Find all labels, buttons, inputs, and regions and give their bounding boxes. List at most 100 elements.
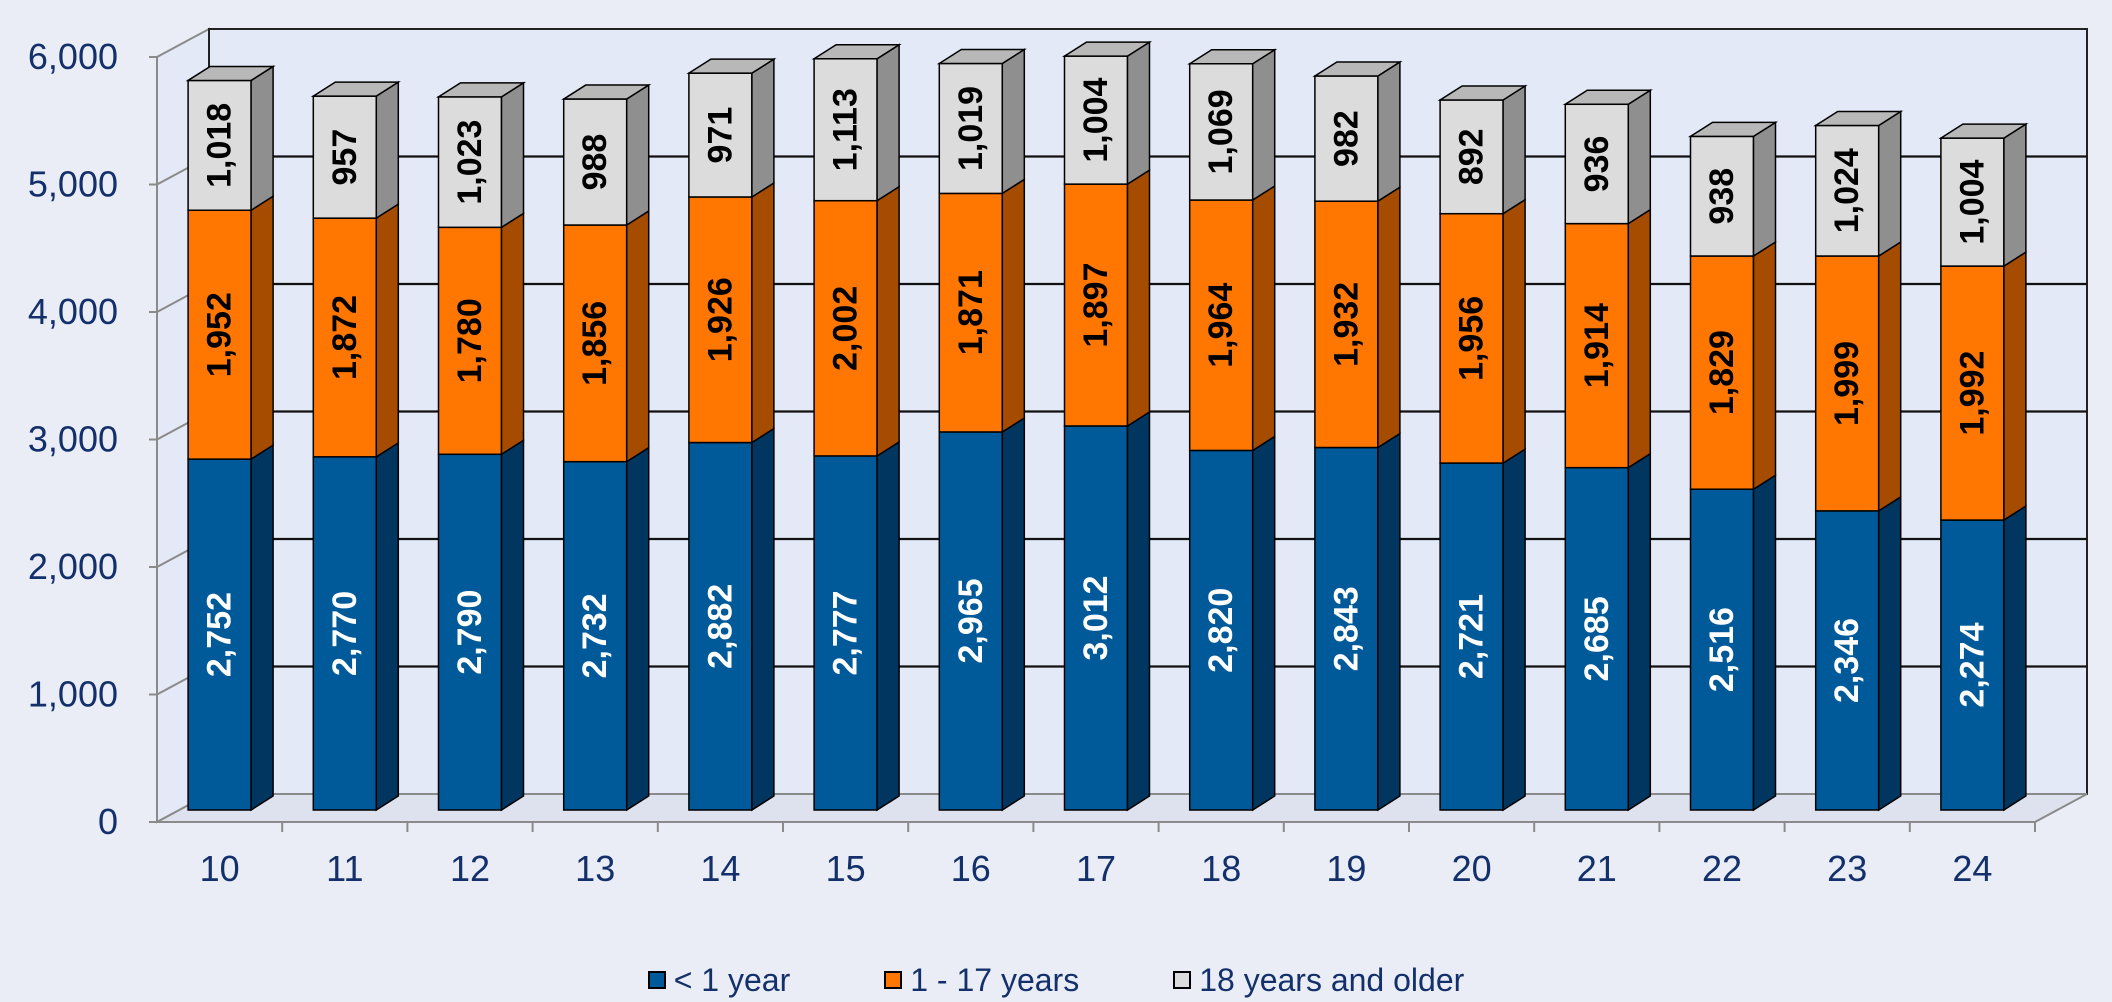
legend-label-under-1-year: < 1 year	[673, 961, 791, 998]
bar-segment	[562, 98, 628, 226]
data-label: 1,956	[1453, 296, 1491, 381]
bar-segment	[1940, 137, 2005, 267]
bar-side	[1126, 168, 1151, 428]
bar-top	[1312, 61, 1403, 77]
bar-side	[2003, 122, 2027, 268]
bar-top	[686, 58, 777, 74]
bar-segment	[1188, 199, 1254, 452]
data-label: 1,829	[1703, 330, 1741, 415]
bar-side	[375, 441, 400, 812]
bar-top	[1437, 85, 1528, 101]
data-label: 1,856	[576, 301, 614, 386]
data-label: 2,346	[1828, 618, 1866, 703]
x-tick-label: 18	[1201, 848, 1241, 889]
data-label: 936	[1578, 136, 1616, 193]
data-label: 1,999	[1828, 341, 1866, 426]
data-label: 3,012	[1077, 575, 1115, 660]
bar-side	[1251, 184, 1276, 452]
bar-side	[1877, 495, 1902, 812]
bar-segment	[562, 460, 628, 811]
bar-top	[811, 44, 902, 60]
data-label: 1,952	[201, 292, 239, 377]
bar-segment	[1188, 449, 1254, 811]
bar-segment	[813, 199, 878, 457]
bar-segment	[562, 224, 628, 463]
bar-side	[250, 194, 274, 461]
bar-side	[1377, 432, 1401, 812]
bar-side	[876, 185, 900, 458]
bar-segment	[688, 72, 753, 198]
x-tick-label: 10	[200, 848, 240, 889]
data-label: 1,004	[1077, 77, 1115, 162]
bar-side	[625, 446, 650, 812]
legend-swatch-1-17-years	[884, 971, 903, 989]
bar-side	[500, 438, 525, 812]
x-tick-label: 24	[1952, 848, 1992, 889]
data-label: 988	[576, 134, 614, 191]
bar-side	[1627, 452, 1652, 812]
bar-side	[2003, 504, 2027, 812]
data-label: 2,820	[1202, 588, 1240, 673]
bar-side	[1502, 447, 1526, 812]
data-label: 2,790	[451, 590, 489, 675]
bar-segment	[688, 441, 753, 811]
bar-side	[375, 202, 400, 459]
x-tick-label: 14	[700, 848, 740, 889]
bar-top	[561, 84, 652, 100]
data-label: 1,871	[952, 270, 990, 355]
bar-side	[1877, 110, 1902, 258]
bar-side	[1752, 121, 1777, 258]
data-label: 957	[326, 129, 364, 186]
x-tick-label: 19	[1326, 848, 1366, 889]
x-tick-label: 15	[826, 848, 866, 889]
data-label: 1,069	[1202, 89, 1240, 174]
bar-top	[1813, 110, 1904, 127]
legend-label-18-and-older: 18 years and older	[1199, 961, 1465, 998]
y-tick-label: 4,000	[28, 291, 118, 332]
x-tick-label: 21	[1577, 848, 1617, 889]
data-label: 1,004	[1953, 159, 1991, 244]
data-label: 1,780	[451, 298, 489, 383]
bar-side	[1001, 48, 1026, 195]
data-label: 1,024	[1828, 148, 1866, 233]
bar-side	[1001, 178, 1026, 434]
legend-swatch-under-1-year	[647, 971, 666, 989]
data-label: 2,882	[701, 584, 739, 669]
bar-side	[1251, 435, 1276, 812]
bar-side	[1627, 88, 1652, 225]
bar-top	[310, 81, 401, 97]
bar-side	[1126, 40, 1151, 186]
bar-side	[1377, 185, 1401, 449]
bar-side	[1001, 416, 1026, 812]
bar-side	[625, 209, 650, 464]
bar-side	[1627, 208, 1652, 470]
bar-segment	[437, 453, 503, 811]
y-tick-label: 1,000	[28, 674, 118, 715]
data-label: 2,770	[326, 591, 364, 676]
bar-side	[1877, 240, 1902, 513]
bar-side	[1752, 240, 1777, 491]
y-tick-label: 2,000	[28, 546, 118, 587]
data-label: 1,872	[326, 295, 364, 380]
data-label: 2,732	[576, 593, 614, 678]
bar-segment	[1063, 425, 1129, 811]
data-label: 1,964	[1202, 283, 1240, 368]
bar-segment	[1564, 466, 1630, 811]
y-tick-label: 6,000	[28, 36, 118, 77]
chart-canvas: 0 1,000 2,000 3,000 4,000 5,000 6,000 2,752 1,95…	[28, 27, 2088, 889]
data-label: 2,516	[1703, 607, 1741, 692]
bar-segment	[1940, 519, 2005, 811]
bar-top	[435, 82, 527, 98]
data-label: 1,926	[701, 277, 739, 362]
x-tick-label: 23	[1827, 848, 1867, 889]
bar-side	[500, 211, 525, 456]
bar-side	[876, 43, 900, 203]
bar-top	[1938, 123, 2029, 139]
data-label: 1,932	[1327, 282, 1365, 367]
legend-swatch-18-and-older	[1173, 971, 1192, 989]
data-label: 1,992	[1953, 351, 1991, 436]
bar-side	[250, 65, 274, 212]
bar-side	[250, 443, 274, 812]
x-tick-label: 12	[450, 848, 490, 889]
bar-side	[751, 57, 775, 199]
